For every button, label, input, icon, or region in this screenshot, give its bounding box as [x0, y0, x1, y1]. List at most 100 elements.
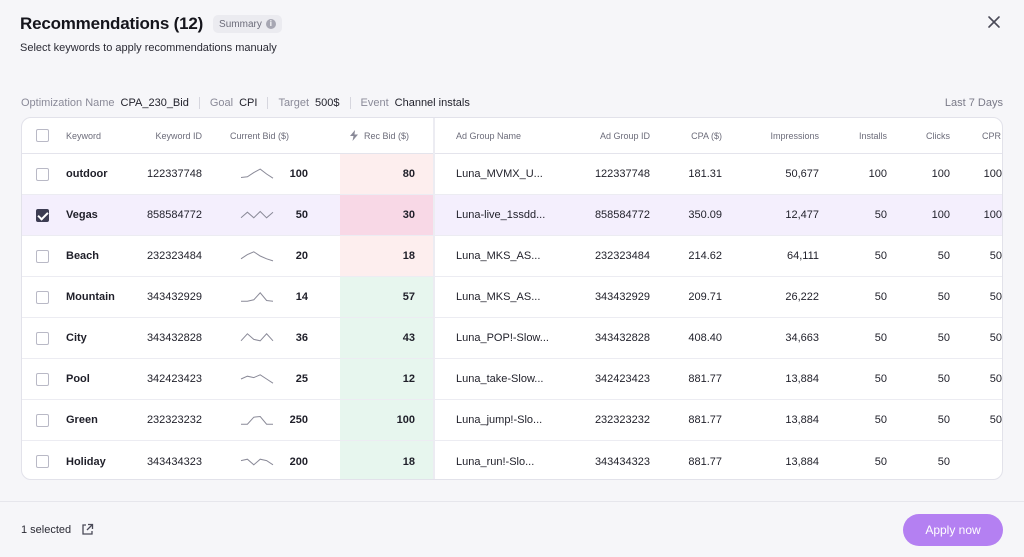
row-checkbox[interactable]: [36, 372, 49, 386]
clicks-cell: 50: [937, 455, 950, 468]
rec-bid-cell[interactable]: 43: [402, 332, 415, 344]
rec-bid-cell[interactable]: 30: [402, 209, 415, 221]
rec-bid-highlight: [340, 359, 434, 399]
row-checkbox[interactable]: [36, 208, 49, 222]
column-header-current-bid[interactable]: Current Bid ($): [230, 130, 290, 141]
keyword-id-cell: 342423423: [146, 373, 202, 385]
table-row[interactable]: outdoor 122337748 100 80 Luna_MVMX_U... 12233…: [22, 154, 1002, 195]
rec-bid-highlight: [340, 154, 434, 194]
recommendations-table: Keyword Keyword ID Current Bid ($) Rec B…: [21, 117, 1003, 480]
bid-trend-sparkline: [240, 251, 274, 262]
ad-group-name-cell: Luna_MKS_AS...: [456, 250, 541, 262]
event-label: Event: [360, 97, 389, 109]
row-checkbox[interactable]: [36, 290, 49, 304]
table-row[interactable]: City 343432828 36 43 Luna_POP!-Slow... 343432…: [22, 318, 1002, 359]
impressions-cell: 26,222: [785, 291, 819, 303]
row-checkbox[interactable]: [36, 455, 49, 468]
rec-bid-cell[interactable]: 57: [402, 291, 415, 303]
info-icon: i: [265, 19, 276, 29]
rec-bid-highlight: [340, 441, 434, 479]
current-bid-cell: 14: [295, 291, 308, 303]
external-link-icon[interactable]: [81, 523, 94, 536]
column-header-cpr[interactable]: CPR: [982, 130, 1002, 141]
column-header-ad-group-name[interactable]: Ad Group Name: [456, 130, 522, 141]
column-header-installs[interactable]: Installs: [858, 130, 887, 141]
column-header-cpa[interactable]: CPA ($): [691, 130, 722, 141]
row-checkbox[interactable]: [36, 167, 49, 181]
optimization-name-label: Optimization Name: [21, 97, 115, 109]
keyword-id-cell: 343432828: [146, 332, 202, 344]
keyword-id-cell: 343434323: [146, 455, 202, 468]
impressions-cell: 13,884: [785, 414, 819, 426]
table-row[interactable]: Pool 342423423 25 12 Luna_take-Slow... 342423…: [22, 359, 1002, 400]
bid-trend-sparkline: [241, 415, 273, 425]
table-row[interactable]: Mountain 343432929 14 57 Luna_MKS_AS... 34343…: [22, 277, 1002, 318]
current-bid-cell: 50: [295, 209, 308, 221]
table-row[interactable]: Beach 232323484 20 18 Luna_MKS_AS... 23232348…: [22, 236, 1002, 277]
ad-group-name-cell: Luna_take-Slow...: [456, 373, 544, 385]
column-header-clicks[interactable]: Clicks: [926, 130, 950, 141]
apply-now-button[interactable]: Apply now: [903, 514, 1003, 546]
keyword-cell: Vegas: [66, 209, 98, 221]
target-label: Target: [278, 97, 310, 109]
installs-cell: 50: [874, 414, 887, 426]
date-range-selector[interactable]: Last 7 Days: [944, 97, 1003, 109]
ad-group-id-cell: 232323484: [594, 250, 650, 262]
clicks-cell: 50: [937, 373, 950, 385]
select-all-checkbox[interactable]: [36, 129, 49, 142]
target-value: 500$: [315, 97, 340, 109]
current-bid-cell: 200: [289, 455, 308, 468]
rec-bid-highlight: [340, 318, 434, 358]
installs-cell: 100: [868, 168, 887, 180]
rec-bid-cell[interactable]: 18: [402, 455, 415, 468]
divider: [267, 97, 269, 109]
keyword-cell: Beach: [66, 250, 100, 262]
summary-label: Summary: [219, 18, 262, 30]
clicks-cell: 50: [937, 414, 950, 426]
summary-chip[interactable]: Summary i: [213, 15, 282, 33]
cpr-cell: 50: [989, 250, 1002, 262]
row-checkbox[interactable]: [36, 249, 49, 263]
divider: [349, 97, 351, 109]
modal-subtitle: Select keywords to apply recommendations…: [20, 42, 277, 54]
cpa-cell: 350.09: [688, 209, 722, 221]
table-row[interactable]: Green 232323232 250 100 Luna_jump!-Slo... 232…: [22, 400, 1002, 441]
rec-bid-cell[interactable]: 12: [402, 373, 415, 385]
cpa-cell: 214.62: [688, 250, 722, 262]
column-header-rec-bid[interactable]: Rec Bid ($): [350, 118, 434, 153]
bid-trend-sparkline: [240, 374, 274, 384]
column-header-keyword-id[interactable]: Keyword ID: [155, 130, 202, 141]
column-header-keyword[interactable]: Keyword: [66, 130, 102, 141]
table-row[interactable]: Holiday 343434323 200 18 Luna_run!-Slo... 343…: [22, 441, 1002, 479]
column-header-impressions[interactable]: Impressions: [770, 130, 819, 141]
keyword-id-cell: 232323232: [146, 414, 202, 426]
impressions-cell: 12,477: [785, 209, 819, 221]
divider: [198, 97, 200, 109]
column-header-ad-group-id[interactable]: Ad Group ID: [599, 130, 650, 141]
bid-trend-sparkline: [241, 292, 274, 302]
rec-bid-cell[interactable]: 80: [402, 168, 415, 180]
impressions-cell: 13,884: [785, 455, 819, 468]
table-row[interactable]: Vegas 858584772 50 30 Luna-live_1ssdd... 8585…: [22, 195, 1002, 236]
impressions-cell: 50,677: [785, 168, 819, 180]
keyword-cell: City: [66, 332, 87, 344]
current-bid-cell: 36: [295, 332, 308, 344]
close-icon[interactable]: [986, 14, 1002, 30]
row-checkbox[interactable]: [36, 331, 49, 345]
cpr-cell: 100: [983, 209, 1002, 221]
column-divider: [433, 118, 435, 479]
installs-cell: 50: [874, 291, 887, 303]
row-checkbox[interactable]: [36, 413, 49, 427]
installs-cell: 50: [874, 209, 887, 221]
rec-bid-cell[interactable]: 18: [402, 250, 415, 262]
keyword-id-cell: 343432929: [146, 291, 202, 303]
impressions-cell: 13,884: [785, 373, 819, 385]
ad-group-name-cell: Luna-live_1ssdd...: [456, 209, 546, 221]
keyword-cell: Mountain: [66, 291, 115, 303]
goal-label: Goal: [209, 97, 234, 109]
cpr-cell: 50: [989, 291, 1002, 303]
clicks-cell: 50: [937, 250, 950, 262]
rec-bid-cell[interactable]: 100: [396, 414, 415, 426]
rec-bid-highlight: [340, 195, 434, 235]
keyword-id-cell: 858584772: [146, 209, 202, 221]
